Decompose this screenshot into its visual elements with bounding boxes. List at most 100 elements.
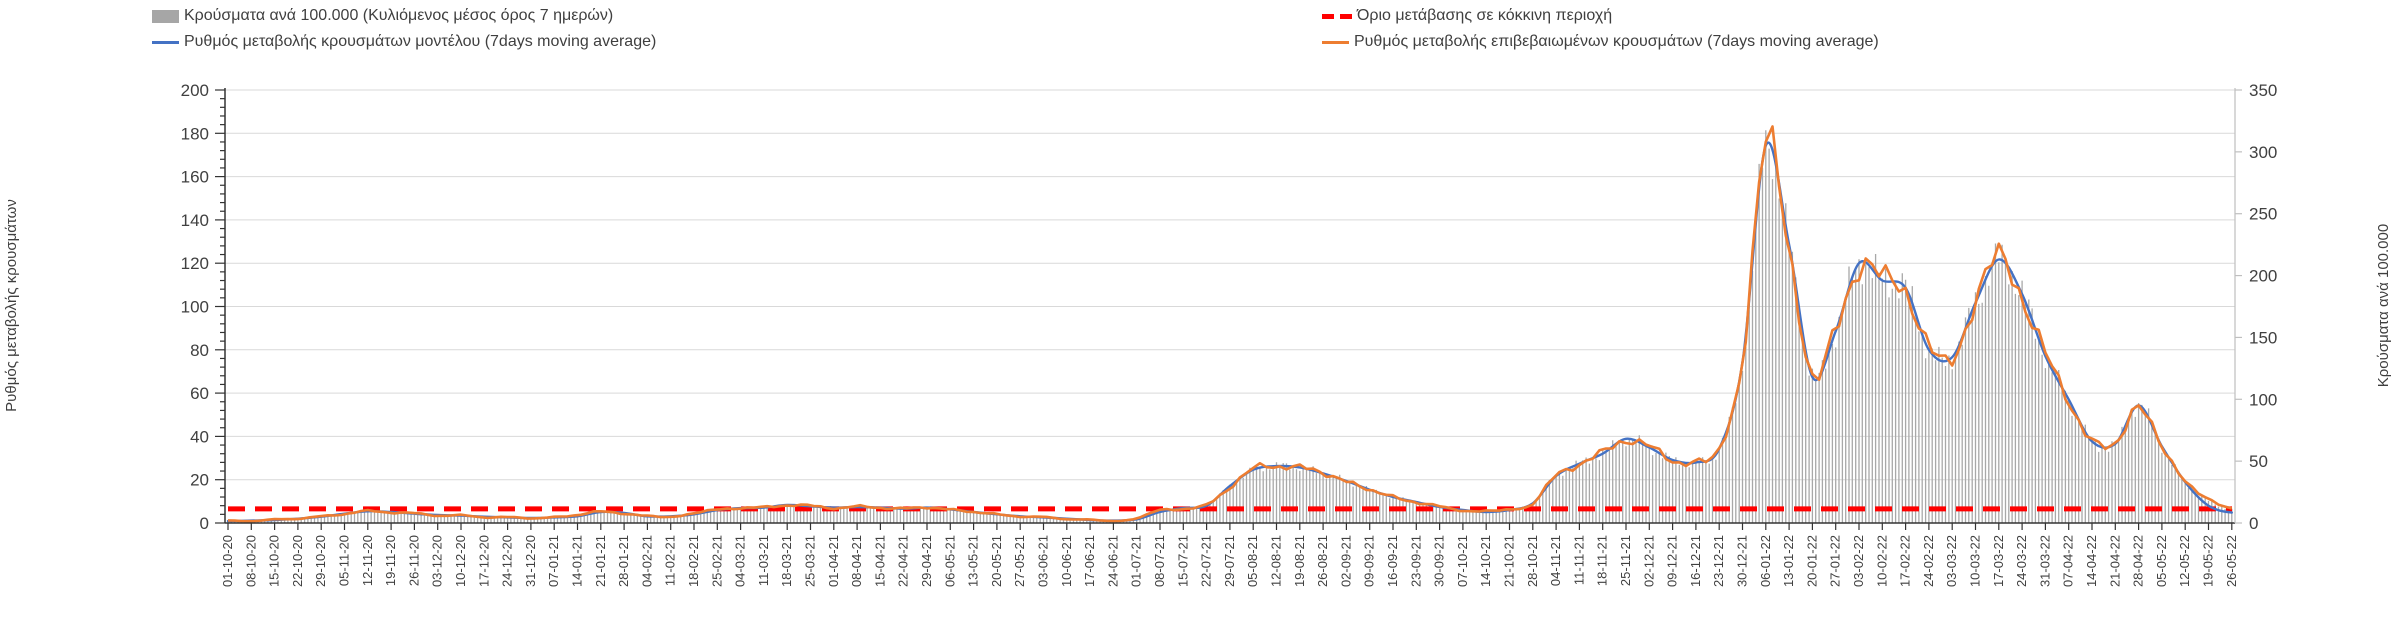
- legend-item-cases-per-100k: Κρούσματα ανά 100.000 (Κυλιόμενος μέσος …: [152, 7, 613, 25]
- x-tick-label: 15-10-20: [267, 535, 282, 587]
- red-dash-icon: [1322, 13, 1352, 19]
- x-tick-label: 19-05-22: [2201, 535, 2216, 587]
- legend-item-red-threshold: Όριο μετάβασης σε κόκκινη περιοχή: [1322, 7, 1612, 25]
- x-tick-label: 19-11-20: [383, 535, 398, 586]
- x-tick-label: 11-02-21: [663, 535, 678, 586]
- confirmed-rate-line: [227, 125, 2233, 523]
- x-tick-label: 09-12-21: [1665, 535, 1680, 587]
- x-tick-label: 12-08-21: [1269, 535, 1284, 587]
- x-tick-label: 31-12-20: [523, 535, 538, 587]
- x-tick-label: 20-05-21: [989, 535, 1004, 587]
- x-tick-label: 16-09-21: [1385, 535, 1400, 587]
- x-tick-label: 11-11-21: [1571, 535, 1586, 585]
- right-tick-label: 350: [2249, 81, 2277, 100]
- x-tick-label: 19-08-21: [1292, 535, 1307, 587]
- x-tick-label: 03-12-20: [430, 535, 445, 587]
- right-tick-label: 200: [2249, 267, 2277, 286]
- left-axis-title: Ρυθμός μεταβολής κρουσμάτων: [3, 199, 20, 412]
- left-tick-label: 100: [181, 298, 209, 317]
- x-tick-label: 26-11-20: [406, 535, 421, 586]
- x-tick-label: 27-05-21: [1012, 535, 1027, 587]
- x-tick-label: 04-02-21: [639, 535, 654, 587]
- right-tick-label: 300: [2249, 143, 2277, 162]
- x-tick-label: 04-03-21: [733, 535, 748, 587]
- x-tick-label: 08-04-21: [849, 535, 864, 587]
- x-tick-label: 30-09-21: [1432, 535, 1447, 587]
- x-tick-label: 05-05-22: [2154, 535, 2169, 587]
- x-tick-label: 05-08-21: [1245, 535, 1260, 587]
- legend-item-model-rate: Ρυθμός μεταβολής κρουσμάτων μοντέλου (7d…: [152, 33, 656, 51]
- x-tick-label: 03-03-22: [1944, 535, 1959, 587]
- right-axis-title: Κρούσματα ανά 100.000: [2375, 224, 2392, 387]
- x-tick-label: 29-07-21: [1222, 535, 1237, 587]
- x-tick-label: 02-12-21: [1641, 535, 1656, 587]
- legend-item-confirmed-rate: Ρυθμός μεταβολής επιβεβαιωμένων κρουσμάτ…: [1322, 33, 1879, 51]
- x-tick-label: 10-12-20: [453, 535, 468, 587]
- x-tick-label: 31-03-22: [2037, 535, 2052, 587]
- right-tick-label: 250: [2249, 205, 2277, 224]
- left-tick-label: 160: [181, 168, 209, 187]
- x-tick-label: 09-09-21: [1362, 535, 1377, 587]
- x-tick-label: 14-01-21: [570, 535, 585, 587]
- x-tick-label: 08-10-20: [243, 535, 258, 587]
- x-tick-label: 20-01-22: [1804, 535, 1819, 587]
- x-tick-label: 11-03-21: [756, 535, 771, 586]
- x-tick-label: 13-05-21: [966, 535, 981, 587]
- x-tick-label: 14-10-21: [1478, 535, 1493, 587]
- x-tick-label: 23-12-21: [1711, 535, 1726, 587]
- x-tick-label: 18-11-21: [1595, 535, 1610, 586]
- x-tick-label: 03-02-22: [1851, 535, 1866, 587]
- right-tick-label: 100: [2249, 390, 2277, 409]
- x-tick-label: 17-02-22: [1898, 535, 1913, 587]
- x-tick-label: 24-06-21: [1105, 535, 1120, 587]
- x-tick-label: 28-01-21: [616, 535, 631, 587]
- x-tick-label: 26-08-21: [1315, 535, 1330, 587]
- x-tick-label: 04-11-21: [1548, 535, 1563, 586]
- left-tick-label: 20: [190, 471, 209, 490]
- blue-line-icon: [152, 40, 179, 44]
- x-tick-label: 29-04-21: [919, 535, 934, 587]
- x-tick-label: 07-04-22: [2061, 535, 2076, 587]
- left-tick-label: 80: [190, 341, 209, 360]
- x-tick-label: 28-10-21: [1525, 535, 1540, 587]
- x-tick-label: 25-03-21: [803, 535, 818, 587]
- x-tick-label: 24-12-20: [500, 535, 515, 587]
- x-tick-label: 26-05-22: [2224, 535, 2239, 587]
- x-tick-label: 05-11-20: [337, 535, 352, 586]
- x-tick-label: 17-06-21: [1082, 535, 1097, 587]
- x-tick-label: 23-09-21: [1408, 535, 1423, 587]
- x-tick-label: 06-05-21: [942, 535, 957, 587]
- left-tick-label: 180: [181, 124, 209, 143]
- left-tick-label: 40: [190, 427, 209, 446]
- x-tick-label: 07-10-21: [1455, 535, 1470, 587]
- x-tick-label: 22-07-21: [1199, 535, 1214, 587]
- legend-label-confirmed-rate: Ρυθμός μεταβολής επιβεβαιωμένων κρουσμάτ…: [1354, 33, 1879, 50]
- orange-line-icon: [1322, 40, 1349, 44]
- x-tick-label: 18-03-21: [779, 535, 794, 587]
- x-tick-label: 10-02-22: [1874, 535, 1889, 587]
- x-tick-label: 10-06-21: [1059, 535, 1074, 587]
- bar-swatch-icon: [152, 9, 179, 23]
- legend-label-model-rate: Ρυθμός μεταβολής κρουσμάτων μοντέλου (7d…: [184, 33, 657, 50]
- x-tick-label: 21-10-21: [1502, 535, 1517, 587]
- x-tick-label: 08-07-21: [1152, 535, 1167, 587]
- x-tick-label: 02-09-21: [1338, 535, 1353, 587]
- x-tick-label: 21-01-21: [593, 535, 608, 587]
- x-tick-label: 24-02-22: [1921, 535, 1936, 587]
- daily-case-bars: [227, 130, 2233, 523]
- model-rate-line: [226, 141, 2233, 523]
- left-tick-label: 0: [200, 514, 209, 533]
- x-tick-label: 17-03-22: [1991, 535, 2006, 587]
- x-tick-label: 25-02-21: [709, 535, 724, 587]
- x-tick-label: 03-06-21: [1036, 535, 1051, 587]
- x-tick-label: 01-04-21: [826, 535, 841, 587]
- x-tick-label: 18-02-21: [686, 535, 701, 587]
- x-tick-label: 17-12-20: [476, 535, 491, 587]
- x-tick-label: 06-01-22: [1758, 535, 1773, 587]
- x-tick-label: 01-10-20: [220, 535, 235, 587]
- right-tick-label: 0: [2249, 514, 2258, 533]
- left-tick-label: 200: [181, 81, 209, 100]
- right-tick-label: 50: [2249, 452, 2268, 471]
- x-tick-label: 15-07-21: [1175, 535, 1190, 587]
